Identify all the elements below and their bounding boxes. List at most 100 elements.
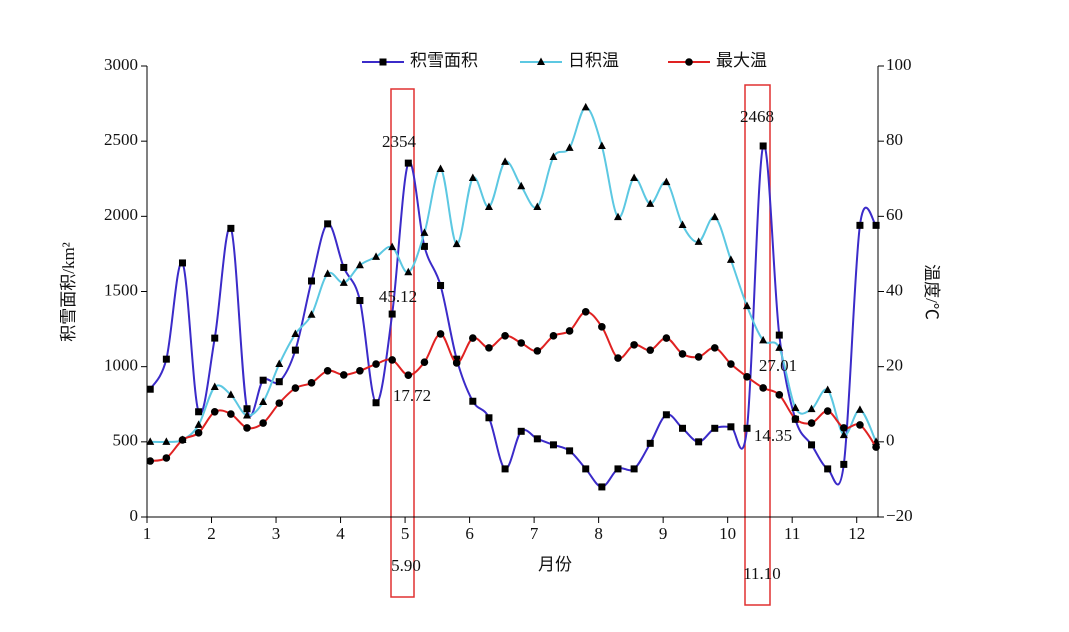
series-line bbox=[150, 310, 877, 462]
marker bbox=[662, 334, 671, 342]
marker bbox=[840, 424, 848, 432]
marker bbox=[533, 202, 542, 210]
marker bbox=[646, 199, 655, 207]
marker bbox=[581, 102, 590, 111]
marker bbox=[856, 221, 864, 229]
marker bbox=[259, 419, 267, 427]
marker bbox=[339, 278, 348, 286]
x-tick-label: 2 bbox=[207, 524, 216, 543]
legend-marker bbox=[379, 58, 387, 66]
marker bbox=[291, 346, 299, 354]
marker bbox=[855, 405, 864, 413]
x-tick-label: 10 bbox=[719, 524, 736, 543]
marker bbox=[275, 399, 284, 407]
marker bbox=[872, 443, 880, 451]
marker bbox=[582, 465, 590, 473]
marker bbox=[679, 424, 687, 432]
marker bbox=[808, 441, 816, 449]
marker bbox=[662, 411, 670, 419]
marker bbox=[436, 330, 445, 338]
marker bbox=[194, 429, 203, 437]
marker bbox=[711, 424, 719, 432]
x-tick-label: 4 bbox=[336, 524, 345, 543]
marker bbox=[178, 436, 187, 444]
marker bbox=[549, 441, 557, 449]
marker bbox=[759, 384, 767, 392]
marker bbox=[485, 344, 493, 352]
marker bbox=[710, 344, 719, 352]
marker bbox=[694, 353, 703, 361]
marker bbox=[243, 405, 251, 413]
y2-tick-label: 20 bbox=[886, 356, 903, 375]
marker bbox=[565, 327, 574, 335]
y-tick-label: 2500 bbox=[104, 130, 138, 149]
marker bbox=[194, 420, 203, 428]
marker bbox=[581, 307, 590, 316]
marker bbox=[146, 457, 155, 465]
marker bbox=[759, 142, 767, 150]
marker bbox=[743, 301, 752, 310]
x-tick-label: 8 bbox=[594, 524, 603, 543]
highlight-box bbox=[744, 84, 771, 606]
marker bbox=[839, 430, 848, 439]
marker bbox=[259, 376, 267, 384]
y-tick-label: 500 bbox=[113, 431, 139, 450]
y-tick-label: 1500 bbox=[104, 280, 138, 299]
y-tick-label: 3000 bbox=[104, 55, 138, 74]
marker bbox=[791, 415, 800, 423]
marker bbox=[743, 424, 751, 432]
marker bbox=[372, 360, 380, 368]
marker bbox=[307, 379, 316, 387]
marker bbox=[613, 212, 622, 221]
marker bbox=[227, 410, 235, 418]
marker bbox=[775, 343, 784, 351]
marker bbox=[469, 334, 477, 342]
marker bbox=[517, 181, 526, 190]
marker bbox=[404, 371, 413, 380]
marker bbox=[630, 173, 639, 181]
y2-tick-label: −20 bbox=[886, 506, 913, 525]
y2-tick-label: 0 bbox=[886, 431, 895, 450]
marker bbox=[598, 483, 606, 491]
marker bbox=[614, 354, 622, 362]
annotation: 5.90 bbox=[391, 556, 421, 575]
marker bbox=[533, 347, 542, 355]
annotation: 17.72 bbox=[393, 386, 431, 405]
marker bbox=[598, 323, 606, 331]
x-tick-label: 1 bbox=[143, 524, 152, 543]
marker bbox=[178, 259, 186, 267]
marker bbox=[162, 355, 170, 363]
marker bbox=[356, 367, 364, 375]
marker bbox=[566, 447, 574, 455]
marker bbox=[372, 399, 380, 407]
annotation: 11.10 bbox=[743, 564, 781, 583]
marker bbox=[420, 228, 429, 236]
marker bbox=[517, 339, 526, 347]
marker bbox=[824, 465, 832, 473]
marker bbox=[324, 220, 332, 228]
marker bbox=[226, 390, 235, 398]
marker bbox=[549, 152, 558, 160]
marker bbox=[307, 310, 316, 318]
marker bbox=[807, 419, 816, 427]
marker bbox=[469, 397, 477, 405]
marker bbox=[614, 465, 622, 473]
y-tick-label: 2000 bbox=[104, 205, 138, 224]
marker bbox=[323, 367, 332, 375]
y-axis-label: 积雪面积/km² bbox=[59, 242, 78, 342]
marker bbox=[340, 263, 348, 271]
marker bbox=[694, 237, 703, 245]
marker bbox=[727, 360, 735, 368]
marker bbox=[872, 221, 880, 229]
x-axis-label: 月份 bbox=[538, 555, 572, 574]
marker bbox=[484, 202, 493, 210]
y-tick-label: 1000 bbox=[104, 356, 138, 375]
marker bbox=[823, 385, 832, 393]
marker bbox=[775, 391, 784, 399]
marker bbox=[517, 427, 525, 435]
marker bbox=[195, 408, 203, 416]
marker bbox=[388, 356, 396, 364]
marker bbox=[211, 334, 219, 342]
